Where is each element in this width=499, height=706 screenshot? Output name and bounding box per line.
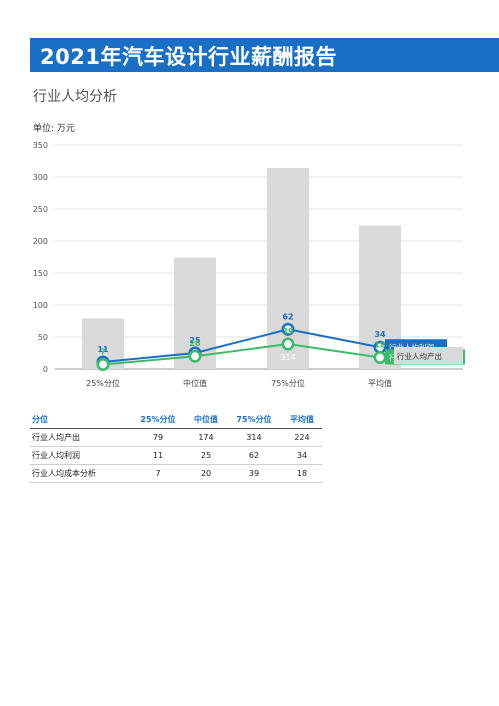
table-row: 行业人均产出 79 174 314 224 bbox=[30, 428, 322, 447]
y-tick-label: 50 bbox=[38, 333, 48, 342]
table-cell: 行业人均成本分析 bbox=[30, 464, 130, 483]
table-cell: 62 bbox=[225, 446, 282, 465]
y-tick-label: 350 bbox=[33, 141, 48, 150]
table-cell: 224 bbox=[281, 428, 322, 447]
data-label: 25 bbox=[189, 336, 201, 345]
x-tick-label: 25%分位 bbox=[86, 378, 120, 388]
x-tick-label: 75%分位 bbox=[271, 378, 305, 388]
data-point bbox=[281, 337, 295, 351]
table-cell: 20 bbox=[185, 464, 226, 483]
table-row: 行业人均成本分析 7 20 39 18 bbox=[30, 464, 322, 483]
y-tick-label: 200 bbox=[33, 237, 48, 246]
table-cell: 314 bbox=[225, 428, 282, 447]
bar-value-label: 314 bbox=[280, 353, 295, 362]
table-header-cell: 中位值 bbox=[185, 410, 226, 429]
table-header-cell: 25%分位 bbox=[130, 410, 186, 429]
unit-label: 单位: 万元 bbox=[33, 124, 75, 134]
table-cell: 行业人均利润 bbox=[30, 446, 130, 465]
combo-chart: 0501001502002503003507917431422425%分位中位值… bbox=[33, 141, 465, 388]
data-label: 62 bbox=[282, 312, 293, 321]
data-label: 34 bbox=[374, 330, 386, 339]
data-label: 39 bbox=[282, 327, 294, 336]
table-header-row: 分位 25%分位 中位值 75%分位 平均值 bbox=[30, 410, 322, 429]
report-title: 2021年汽车设计行业薪酬报告 bbox=[40, 45, 337, 69]
data-point bbox=[188, 349, 202, 363]
y-tick-label: 150 bbox=[33, 269, 48, 278]
table-cell: 174 bbox=[185, 428, 226, 447]
data-label: 11 bbox=[97, 345, 109, 354]
table-cell: 34 bbox=[281, 446, 322, 465]
data-point bbox=[96, 358, 110, 372]
data-label: 20 bbox=[189, 339, 201, 348]
data-label: 18 bbox=[374, 340, 386, 349]
x-tick-label: 平均值 bbox=[368, 378, 392, 388]
y-tick-label: 300 bbox=[33, 173, 48, 182]
y-tick-label: 100 bbox=[33, 301, 48, 310]
bar-series-label-box bbox=[394, 347, 463, 364]
table-cell: 25 bbox=[185, 446, 226, 465]
y-tick-label: 0 bbox=[43, 365, 48, 374]
y-tick-label: 250 bbox=[33, 205, 48, 214]
table-cell: 行业人均产出 bbox=[30, 428, 130, 447]
title-banner: 2021年汽车设计行业薪酬报告 bbox=[30, 38, 499, 72]
table-row: 行业人均利润 11 25 62 34 bbox=[30, 446, 322, 465]
table-cell: 11 bbox=[130, 446, 186, 465]
x-tick-label: 中位值 bbox=[183, 378, 207, 388]
data-point bbox=[281, 322, 295, 336]
table-header-cell: 75%分位 bbox=[225, 410, 282, 429]
section-subtitle: 行业人均分析 bbox=[33, 89, 117, 105]
table-cell: 39 bbox=[225, 464, 282, 483]
series-line bbox=[102, 343, 381, 366]
table-cell: 79 bbox=[130, 428, 186, 447]
table-header-cell: 分位 bbox=[30, 410, 130, 429]
series-line bbox=[102, 328, 381, 363]
data-label: 7 bbox=[100, 348, 106, 357]
bar-series-label: 行业人均产出 bbox=[397, 351, 442, 361]
table-cell: 18 bbox=[281, 464, 322, 483]
table-cell: 7 bbox=[130, 464, 186, 483]
table-header-cell: 平均值 bbox=[281, 410, 322, 429]
data-table: 分位 25%分位 中位值 75%分位 平均值 行业人均产出 79 174 314… bbox=[30, 410, 322, 483]
data-point bbox=[373, 350, 387, 364]
